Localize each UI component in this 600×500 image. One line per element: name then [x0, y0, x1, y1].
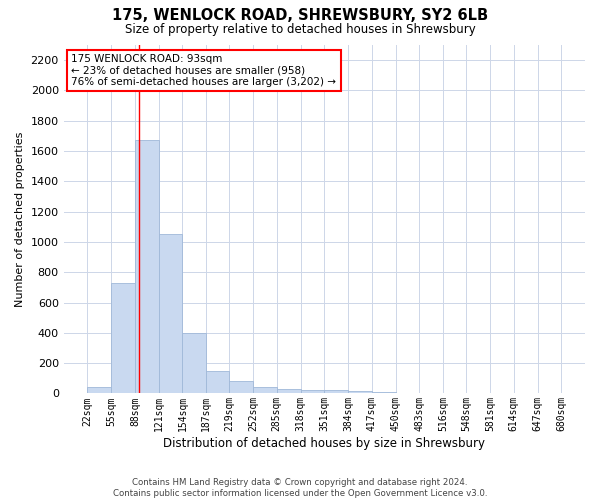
Bar	[395, 392, 419, 394]
Bar	[206, 370, 229, 394]
Bar	[135, 140, 158, 394]
Bar	[325, 390, 348, 394]
Bar	[372, 392, 395, 394]
Text: 175, WENLOCK ROAD, SHREWSBURY, SY2 6LB: 175, WENLOCK ROAD, SHREWSBURY, SY2 6LB	[112, 8, 488, 22]
Text: 175 WENLOCK ROAD: 93sqm
← 23% of detached houses are smaller (958)
76% of semi-d: 175 WENLOCK ROAD: 93sqm ← 23% of detache…	[71, 54, 337, 87]
Y-axis label: Number of detached properties: Number of detached properties	[15, 132, 25, 307]
Bar	[229, 382, 253, 394]
Bar	[348, 391, 372, 394]
Bar	[277, 389, 301, 394]
Text: Contains HM Land Registry data © Crown copyright and database right 2024.
Contai: Contains HM Land Registry data © Crown c…	[113, 478, 487, 498]
X-axis label: Distribution of detached houses by size in Shrewsbury: Distribution of detached houses by size …	[163, 437, 485, 450]
Bar	[182, 333, 206, 394]
Bar	[253, 388, 277, 394]
Text: Size of property relative to detached houses in Shrewsbury: Size of property relative to detached ho…	[125, 22, 475, 36]
Bar	[111, 283, 135, 394]
Bar	[88, 388, 111, 394]
Bar	[301, 390, 325, 394]
Bar	[158, 234, 182, 394]
